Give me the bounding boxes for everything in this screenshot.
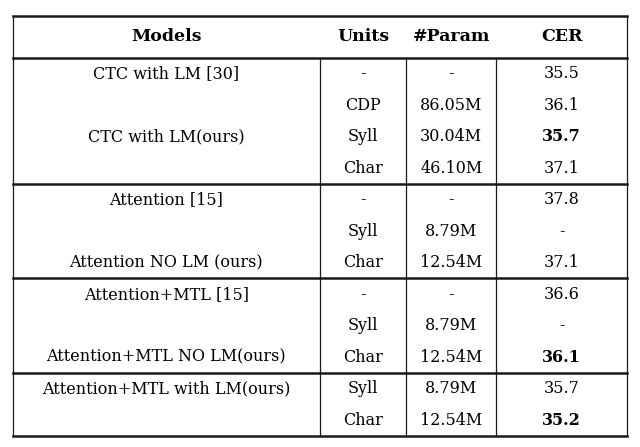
Text: Units: Units	[337, 28, 389, 46]
Text: 8.79M: 8.79M	[425, 317, 477, 334]
Text: 35.5: 35.5	[543, 65, 580, 82]
Text: 35.7: 35.7	[542, 128, 581, 145]
Text: Char: Char	[343, 412, 383, 429]
Text: Syll: Syll	[348, 380, 378, 397]
Text: Models: Models	[131, 28, 202, 46]
Text: Attention [15]: Attention [15]	[109, 191, 223, 208]
Text: -: -	[360, 65, 366, 82]
Text: -: -	[559, 223, 564, 240]
Text: 12.54M: 12.54M	[420, 254, 483, 271]
Text: Attention NO LM (ours): Attention NO LM (ours)	[70, 254, 263, 271]
Text: -: -	[360, 191, 366, 208]
Text: 35.2: 35.2	[542, 412, 581, 429]
Text: 12.54M: 12.54M	[420, 349, 483, 366]
Text: 8.79M: 8.79M	[425, 380, 477, 397]
Text: CDP: CDP	[346, 97, 381, 114]
Text: -: -	[449, 286, 454, 303]
Text: -: -	[360, 286, 366, 303]
Text: 36.1: 36.1	[543, 97, 580, 114]
Text: 37.1: 37.1	[543, 254, 580, 271]
Text: 12.54M: 12.54M	[420, 412, 483, 429]
Text: CTC with LM [30]: CTC with LM [30]	[93, 65, 239, 82]
Text: Attention+MTL [15]: Attention+MTL [15]	[84, 286, 249, 303]
Text: 86.05M: 86.05M	[420, 97, 483, 114]
Text: 36.6: 36.6	[543, 286, 580, 303]
Text: Char: Char	[343, 254, 383, 271]
Text: 37.8: 37.8	[543, 191, 580, 208]
Text: 35.7: 35.7	[543, 380, 580, 397]
Text: Char: Char	[343, 349, 383, 366]
Text: -: -	[449, 191, 454, 208]
Text: 8.79M: 8.79M	[425, 223, 477, 240]
Text: -: -	[449, 65, 454, 82]
Text: Syll: Syll	[348, 223, 378, 240]
Text: CER: CER	[541, 28, 582, 46]
Text: CTC with LM(ours): CTC with LM(ours)	[88, 128, 244, 145]
Text: -: -	[559, 317, 564, 334]
Text: Syll: Syll	[348, 317, 378, 334]
Text: Attention+MTL NO LM(ours): Attention+MTL NO LM(ours)	[47, 349, 286, 366]
Text: 36.1: 36.1	[542, 349, 581, 366]
Text: 46.10M: 46.10M	[420, 160, 483, 177]
Text: Attention+MTL with LM(ours): Attention+MTL with LM(ours)	[42, 380, 291, 397]
Text: 30.04M: 30.04M	[420, 128, 483, 145]
Text: #Param: #Param	[413, 28, 490, 46]
Text: 37.1: 37.1	[543, 160, 580, 177]
Text: Char: Char	[343, 160, 383, 177]
Text: Syll: Syll	[348, 128, 378, 145]
